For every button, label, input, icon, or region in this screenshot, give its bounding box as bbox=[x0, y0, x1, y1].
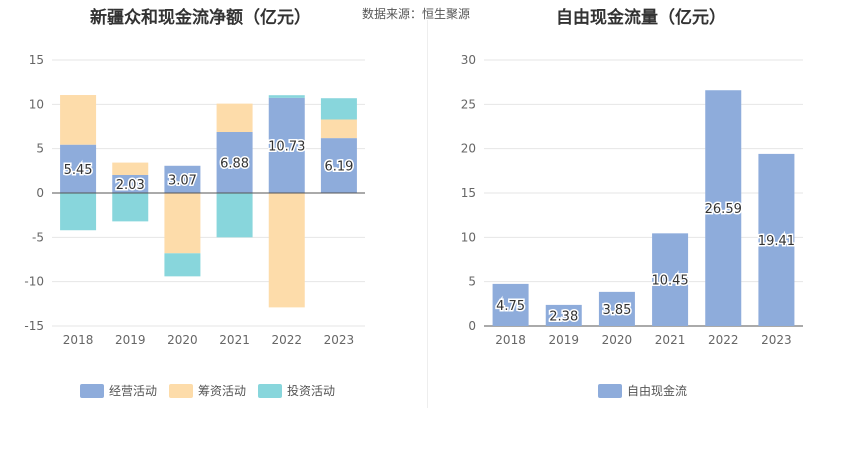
bar-investing bbox=[216, 193, 253, 238]
bar-operating bbox=[60, 144, 97, 193]
x-tick-label: 2021 bbox=[655, 333, 686, 347]
bar-fcf bbox=[598, 291, 635, 326]
bar-operating bbox=[112, 175, 149, 193]
y-tick-label: 5 bbox=[36, 142, 44, 156]
bar-investing bbox=[112, 193, 149, 222]
left-chart-title: 新疆众和现金流净额（亿元） bbox=[90, 8, 311, 28]
left-legend: 经营活动 筹资活动 投资活动 bbox=[80, 382, 335, 399]
data-label: 2.38 bbox=[549, 309, 578, 324]
bar-financing bbox=[216, 103, 253, 132]
y-tick-label: 0 bbox=[36, 186, 44, 200]
y-tick-label: 15 bbox=[461, 186, 476, 200]
bar-investing bbox=[164, 253, 201, 277]
data-source-label: 数据来源：恒生聚源 bbox=[362, 7, 471, 21]
y-tick-label: 20 bbox=[461, 142, 476, 156]
data-label: 6.88 bbox=[220, 156, 249, 171]
legend-item-investing[interactable]: 投资活动 bbox=[258, 382, 335, 399]
data-label: 3.07 bbox=[168, 173, 197, 188]
right-legend: 自由现金流 bbox=[598, 382, 687, 399]
x-tick-label: 2020 bbox=[167, 333, 198, 347]
legend-item-financing[interactable]: 筹资活动 bbox=[169, 382, 246, 399]
data-label: 2.03 bbox=[116, 178, 145, 193]
right-chart-title: 自由现金流量（亿元） bbox=[556, 8, 726, 28]
bar-fcf bbox=[492, 283, 529, 326]
cash-flow-chart: 15 10 5 0 -5 -10 -15 2018 2019 2020 2021 2022 2023 5.… bbox=[24, 53, 365, 347]
legend-item-fcf[interactable]: 自由现金流 bbox=[598, 382, 687, 399]
x-tick-label: 2019 bbox=[115, 333, 146, 347]
x-tick-label: 2023 bbox=[324, 333, 355, 347]
x-tick-label: 2023 bbox=[761, 333, 792, 347]
legend-label-operating: 经营活动 bbox=[109, 384, 158, 398]
bar-fcf bbox=[705, 90, 742, 326]
data-label: 3.85 bbox=[602, 303, 631, 318]
bar-investing bbox=[320, 98, 357, 120]
legend-swatch-investing bbox=[258, 383, 283, 398]
data-label: 26.59 bbox=[705, 202, 742, 217]
x-tick-label: 2018 bbox=[495, 333, 526, 347]
legend-swatch-financing bbox=[169, 383, 194, 398]
bar-financing bbox=[60, 95, 97, 145]
y-tick-label: 5 bbox=[468, 275, 476, 289]
y-tick-label: 30 bbox=[461, 53, 476, 67]
y-tick-label: -10 bbox=[24, 275, 44, 289]
data-label: 10.73 bbox=[268, 139, 305, 154]
data-label: 10.45 bbox=[651, 274, 688, 289]
x-tick-label: 2021 bbox=[219, 333, 250, 347]
bar-operating bbox=[216, 131, 253, 193]
data-label: 6.19 bbox=[324, 160, 353, 175]
x-tick-label: 2019 bbox=[548, 333, 579, 347]
bar-investing bbox=[268, 95, 305, 98]
y-tick-label: -5 bbox=[32, 230, 44, 244]
data-label: 4.75 bbox=[496, 299, 525, 314]
y-tick-label: 15 bbox=[29, 53, 44, 67]
bar-operating bbox=[164, 165, 201, 193]
y-tick-label: 0 bbox=[468, 319, 476, 333]
x-tick-label: 2022 bbox=[708, 333, 739, 347]
x-tick-label: 2018 bbox=[63, 333, 94, 347]
bar-fcf bbox=[758, 153, 795, 326]
y-tick-label: -15 bbox=[24, 319, 44, 333]
legend-label-fcf: 自由现金流 bbox=[627, 384, 688, 398]
bar-operating bbox=[268, 97, 305, 193]
data-label: 19.41 bbox=[758, 234, 795, 249]
data-label: 5.45 bbox=[64, 163, 93, 178]
y-tick-label: 10 bbox=[461, 230, 476, 244]
x-tick-label: 2020 bbox=[602, 333, 633, 347]
legend-label-investing: 投资活动 bbox=[287, 384, 336, 398]
bar-financing bbox=[112, 162, 149, 176]
y-tick-label: 25 bbox=[461, 97, 476, 111]
bar-fcf bbox=[545, 304, 582, 326]
x-tick-label: 2022 bbox=[271, 333, 302, 347]
bar-fcf bbox=[652, 233, 689, 326]
chart-divider bbox=[427, 20, 428, 408]
legend-label-financing: 筹资活动 bbox=[198, 384, 247, 398]
bar-financing bbox=[320, 119, 357, 139]
y-tick-label: 10 bbox=[29, 97, 44, 111]
bar-operating bbox=[320, 138, 357, 193]
bar-financing bbox=[164, 193, 201, 254]
bar-financing bbox=[268, 193, 305, 308]
legend-swatch-operating bbox=[80, 383, 104, 398]
bar-investing bbox=[60, 193, 97, 231]
legend-swatch-fcf bbox=[598, 383, 622, 398]
legend-item-operating[interactable]: 经营活动 bbox=[80, 382, 157, 399]
